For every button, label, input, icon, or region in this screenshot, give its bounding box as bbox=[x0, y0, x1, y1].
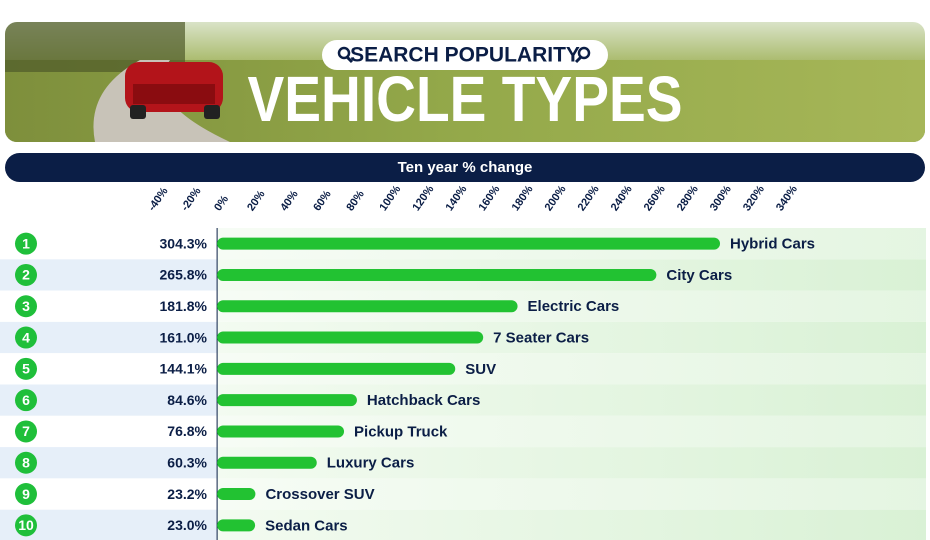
search-icon bbox=[337, 46, 351, 60]
value-label: 161.0% bbox=[160, 329, 208, 345]
value-label: 304.3% bbox=[160, 235, 208, 251]
category-label: Hybrid Cars bbox=[730, 236, 815, 253]
bar bbox=[217, 394, 357, 407]
search-icon bbox=[345, 55, 354, 64]
header-pill bbox=[322, 40, 608, 70]
value-label: 23.2% bbox=[167, 486, 207, 502]
category-label: SUV bbox=[465, 361, 496, 378]
rank-badge bbox=[15, 389, 37, 412]
category-label: Crossover SUV bbox=[265, 486, 374, 503]
bar bbox=[217, 237, 721, 250]
category-label: Pickup Truck bbox=[354, 423, 448, 440]
x-tick-label: 160% bbox=[477, 183, 503, 213]
x-tick-label: 20% bbox=[245, 188, 268, 213]
x-tick-label: 220% bbox=[576, 183, 602, 213]
rank-label: 5 bbox=[22, 361, 30, 377]
x-tick-label: 100% bbox=[377, 183, 403, 213]
x-tick-label: 40% bbox=[278, 188, 301, 213]
rank-badge bbox=[15, 232, 37, 255]
x-tick-label: 180% bbox=[510, 183, 536, 213]
rank-label: 7 bbox=[22, 423, 30, 439]
rank-badge bbox=[15, 514, 37, 537]
search-icon bbox=[574, 55, 583, 64]
x-tick-label: 320% bbox=[741, 183, 767, 213]
x-tick-label: 60% bbox=[311, 188, 334, 213]
rank-badge bbox=[15, 295, 37, 318]
x-tick-label: 260% bbox=[642, 183, 668, 213]
category-label: Luxury Cars bbox=[327, 455, 415, 472]
search-icon bbox=[577, 46, 591, 60]
category-label: City Cars bbox=[666, 267, 732, 284]
row-bg-right bbox=[217, 447, 926, 479]
x-tick-label: 280% bbox=[675, 183, 701, 213]
chart-subtitle: Ten year % change bbox=[398, 159, 533, 176]
x-tick-label: -20% bbox=[179, 185, 204, 213]
x-tick-label: -40% bbox=[146, 185, 171, 213]
rank-badge bbox=[15, 326, 37, 349]
value-label: 181.8% bbox=[160, 298, 208, 314]
bar bbox=[217, 268, 657, 281]
bar bbox=[217, 488, 256, 501]
bar bbox=[217, 362, 456, 375]
rank-label: 10 bbox=[18, 517, 34, 533]
x-tick-label: 80% bbox=[344, 188, 367, 213]
bar bbox=[217, 519, 256, 532]
rank-label: 2 bbox=[22, 267, 30, 283]
bar bbox=[217, 456, 317, 469]
category-label: Sedan Cars bbox=[265, 517, 348, 534]
x-tick-label: 140% bbox=[443, 183, 469, 213]
row-bg-right bbox=[217, 478, 926, 510]
x-tick-label: 240% bbox=[609, 183, 635, 213]
bar bbox=[217, 300, 518, 313]
category-label: 7 Seater Cars bbox=[493, 330, 589, 347]
rank-badge bbox=[15, 357, 37, 380]
x-tick-label: 300% bbox=[708, 183, 734, 213]
value-label: 23.0% bbox=[167, 517, 207, 533]
category-label: Hatchback Cars bbox=[367, 392, 480, 409]
value-label: 265.8% bbox=[160, 267, 208, 283]
rank-badge bbox=[15, 420, 37, 443]
rank-label: 4 bbox=[22, 329, 30, 345]
value-label: 76.8% bbox=[167, 423, 207, 439]
bar bbox=[217, 331, 484, 344]
x-tick-label: 340% bbox=[774, 183, 800, 213]
row-bg-right bbox=[217, 509, 926, 540]
rank-label: 9 bbox=[22, 486, 30, 502]
rank-badge bbox=[15, 451, 37, 474]
value-label: 84.6% bbox=[167, 392, 207, 408]
rank-badge bbox=[15, 483, 37, 506]
chart-title: VEHICLE TYPES bbox=[248, 63, 683, 135]
rank-label: 1 bbox=[22, 235, 30, 251]
header-label: SEARCH POPULARITY bbox=[350, 44, 580, 67]
x-tick-label: 0% bbox=[212, 193, 231, 213]
x-tick-label: 120% bbox=[410, 183, 436, 213]
rank-label: 8 bbox=[22, 454, 30, 470]
bar bbox=[217, 425, 345, 438]
category-label: Electric Cars bbox=[528, 298, 620, 315]
value-label: 60.3% bbox=[167, 454, 207, 470]
rank-label: 6 bbox=[22, 392, 30, 408]
value-label: 144.1% bbox=[160, 361, 208, 377]
subtitle-bar bbox=[5, 153, 925, 182]
rank-label: 3 bbox=[22, 298, 30, 314]
rank-badge bbox=[15, 263, 37, 286]
x-tick-label: 200% bbox=[543, 183, 569, 213]
